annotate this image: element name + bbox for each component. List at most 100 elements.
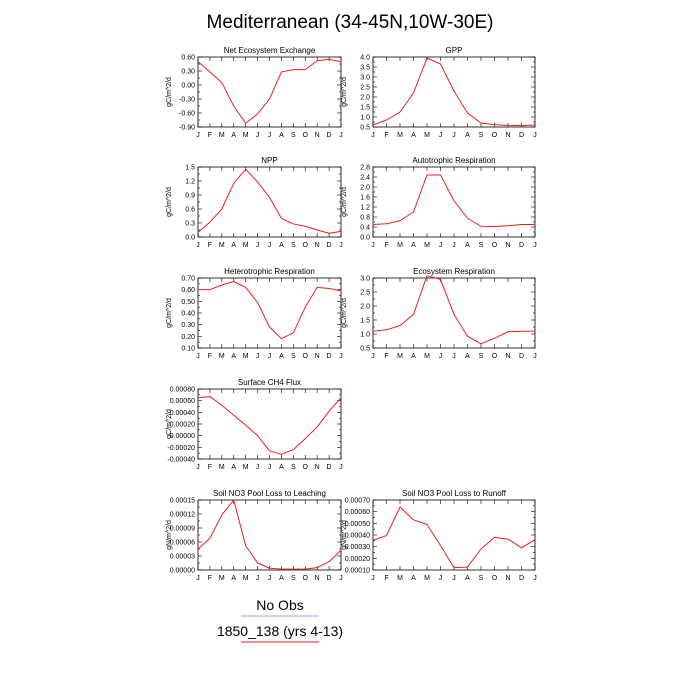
x-tick-label: S xyxy=(479,242,484,249)
chart-title: Heterotrophic Respiration xyxy=(224,267,315,276)
x-tick-label: J xyxy=(371,242,375,249)
y-axis-label: gC/m^2/d xyxy=(341,187,348,217)
x-tick-label: J xyxy=(339,132,343,139)
y-tick-label: 0.00003 xyxy=(170,554,195,561)
chart-panel-8: Soil NO3 Pool Loss to Leaching 0.00015 0.0… xyxy=(166,489,343,582)
x-tick-label: O xyxy=(492,132,498,139)
y-tick-label: 0.00040 xyxy=(170,410,195,417)
plot-frame xyxy=(197,56,342,128)
x-tick-label: D xyxy=(519,132,524,139)
chart-title: Net Ecosystem Exchange xyxy=(224,46,316,55)
series-line-1 xyxy=(372,174,535,227)
y-tick-label: 0.00012 xyxy=(170,512,195,519)
y-tick-label: 1.2 xyxy=(360,205,370,212)
x-tick-label: A xyxy=(411,353,416,360)
chart-panel-6: Ecosystem Respiration3.02.52.01.51.00.5J… xyxy=(341,267,537,360)
y-tick-label: 0.00080 xyxy=(170,387,195,394)
y-tick-label: -0.00040 xyxy=(167,457,195,464)
x-tick-label: A xyxy=(411,242,416,249)
x-tick-label: D xyxy=(519,242,524,249)
series-line-1 xyxy=(197,499,342,570)
y-tick-label: 0.5 xyxy=(360,346,370,353)
y-tick-label: 0.00000 xyxy=(170,433,195,440)
x-tick-label: J xyxy=(439,353,443,360)
x-tick-label: M xyxy=(243,242,249,249)
x-tick-label: M xyxy=(424,242,430,249)
x-tick-label: J xyxy=(533,575,537,582)
x-tick-label: J xyxy=(371,575,375,582)
x-tick-label: A xyxy=(465,132,470,139)
x-tick-label: M xyxy=(243,132,249,139)
y-tick-label: 0.00050 xyxy=(345,521,370,528)
x-tick-label: A xyxy=(279,353,284,360)
x-tick-label: J xyxy=(256,242,260,249)
y-axis-label: gC/m^2/d xyxy=(166,298,173,328)
x-tick-label: J xyxy=(452,353,456,360)
x-tick-label: D xyxy=(327,464,332,471)
y-tick-label: 0.00030 xyxy=(345,544,370,551)
plot-frame xyxy=(197,166,342,238)
x-tick-label: J xyxy=(439,242,443,249)
y-tick-label: -0.90 xyxy=(179,125,195,132)
x-tick-label: D xyxy=(327,575,332,582)
y-tick-label: 0.00070 xyxy=(345,498,370,505)
legend: No Obs 1850_138 (yrs 4-13) xyxy=(217,597,343,643)
x-tick-label: S xyxy=(291,353,296,360)
x-tick-label: D xyxy=(327,242,332,249)
x-tick-label: J xyxy=(268,575,272,582)
y-tick-label: 1.2 xyxy=(185,179,195,186)
y-tick-label: 0.60 xyxy=(181,287,195,294)
x-tick-label: A xyxy=(279,575,284,582)
y-tick-label: 2.4 xyxy=(360,175,370,182)
y-axis-label: gC/m^2/d xyxy=(166,187,173,217)
x-tick-label: F xyxy=(208,242,212,249)
x-tick-label: J xyxy=(371,353,375,360)
x-tick-label: F xyxy=(208,353,212,360)
y-tick-label: 0.3 xyxy=(185,221,195,228)
y-tick-label: 2.0 xyxy=(360,95,370,102)
y-tick-label: 0.10 xyxy=(181,346,195,353)
y-tick-label: 0.00060 xyxy=(345,509,370,516)
x-tick-label: J xyxy=(371,132,375,139)
chart-title: Autotrophic Respiration xyxy=(412,156,495,165)
x-tick-label: A xyxy=(279,132,284,139)
y-tick-label: 2.5 xyxy=(360,85,370,92)
y-tick-label: -0.00020 xyxy=(167,445,195,452)
x-tick-label: O xyxy=(303,464,309,471)
x-tick-label: A xyxy=(411,132,416,139)
x-tick-label: N xyxy=(315,132,320,139)
x-tick-label: J xyxy=(268,242,272,249)
y-tick-label: 0.6 xyxy=(185,207,195,214)
plot-frame xyxy=(197,277,342,349)
x-tick-label: S xyxy=(479,353,484,360)
x-tick-label: O xyxy=(492,242,498,249)
x-tick-label: M xyxy=(243,353,249,360)
x-tick-label: F xyxy=(208,132,212,139)
x-tick-label: M xyxy=(424,575,430,582)
y-tick-label: 0.0 xyxy=(185,235,195,242)
x-tick-label: S xyxy=(291,242,296,249)
x-tick-label: A xyxy=(411,575,416,582)
y-tick-label: 1.0 xyxy=(360,115,370,122)
page-title: Mediterranean (34-45N,10W-30E) xyxy=(207,12,494,33)
chart-title: Ecosystem Respiration xyxy=(413,267,495,276)
x-tick-label: J xyxy=(339,242,343,249)
x-tick-label: A xyxy=(465,575,470,582)
x-tick-label: J xyxy=(268,353,272,360)
x-tick-label: J xyxy=(268,132,272,139)
series-line-1 xyxy=(372,275,535,345)
plot-frame xyxy=(372,166,536,238)
x-tick-label: M xyxy=(219,353,225,360)
x-tick-label: A xyxy=(465,353,470,360)
y-tick-label: 0.4 xyxy=(360,225,370,232)
plot-frame xyxy=(372,56,536,128)
y-tick-label: 0.00 xyxy=(181,83,195,90)
y-axis-label: gC/m^2/d xyxy=(341,298,348,328)
x-tick-label: N xyxy=(505,242,510,249)
x-tick-label: M xyxy=(243,464,249,471)
y-tick-label: 3.0 xyxy=(360,276,370,283)
y-axis-label: gC/m^2/d xyxy=(166,409,173,439)
x-tick-label: A xyxy=(231,242,236,249)
